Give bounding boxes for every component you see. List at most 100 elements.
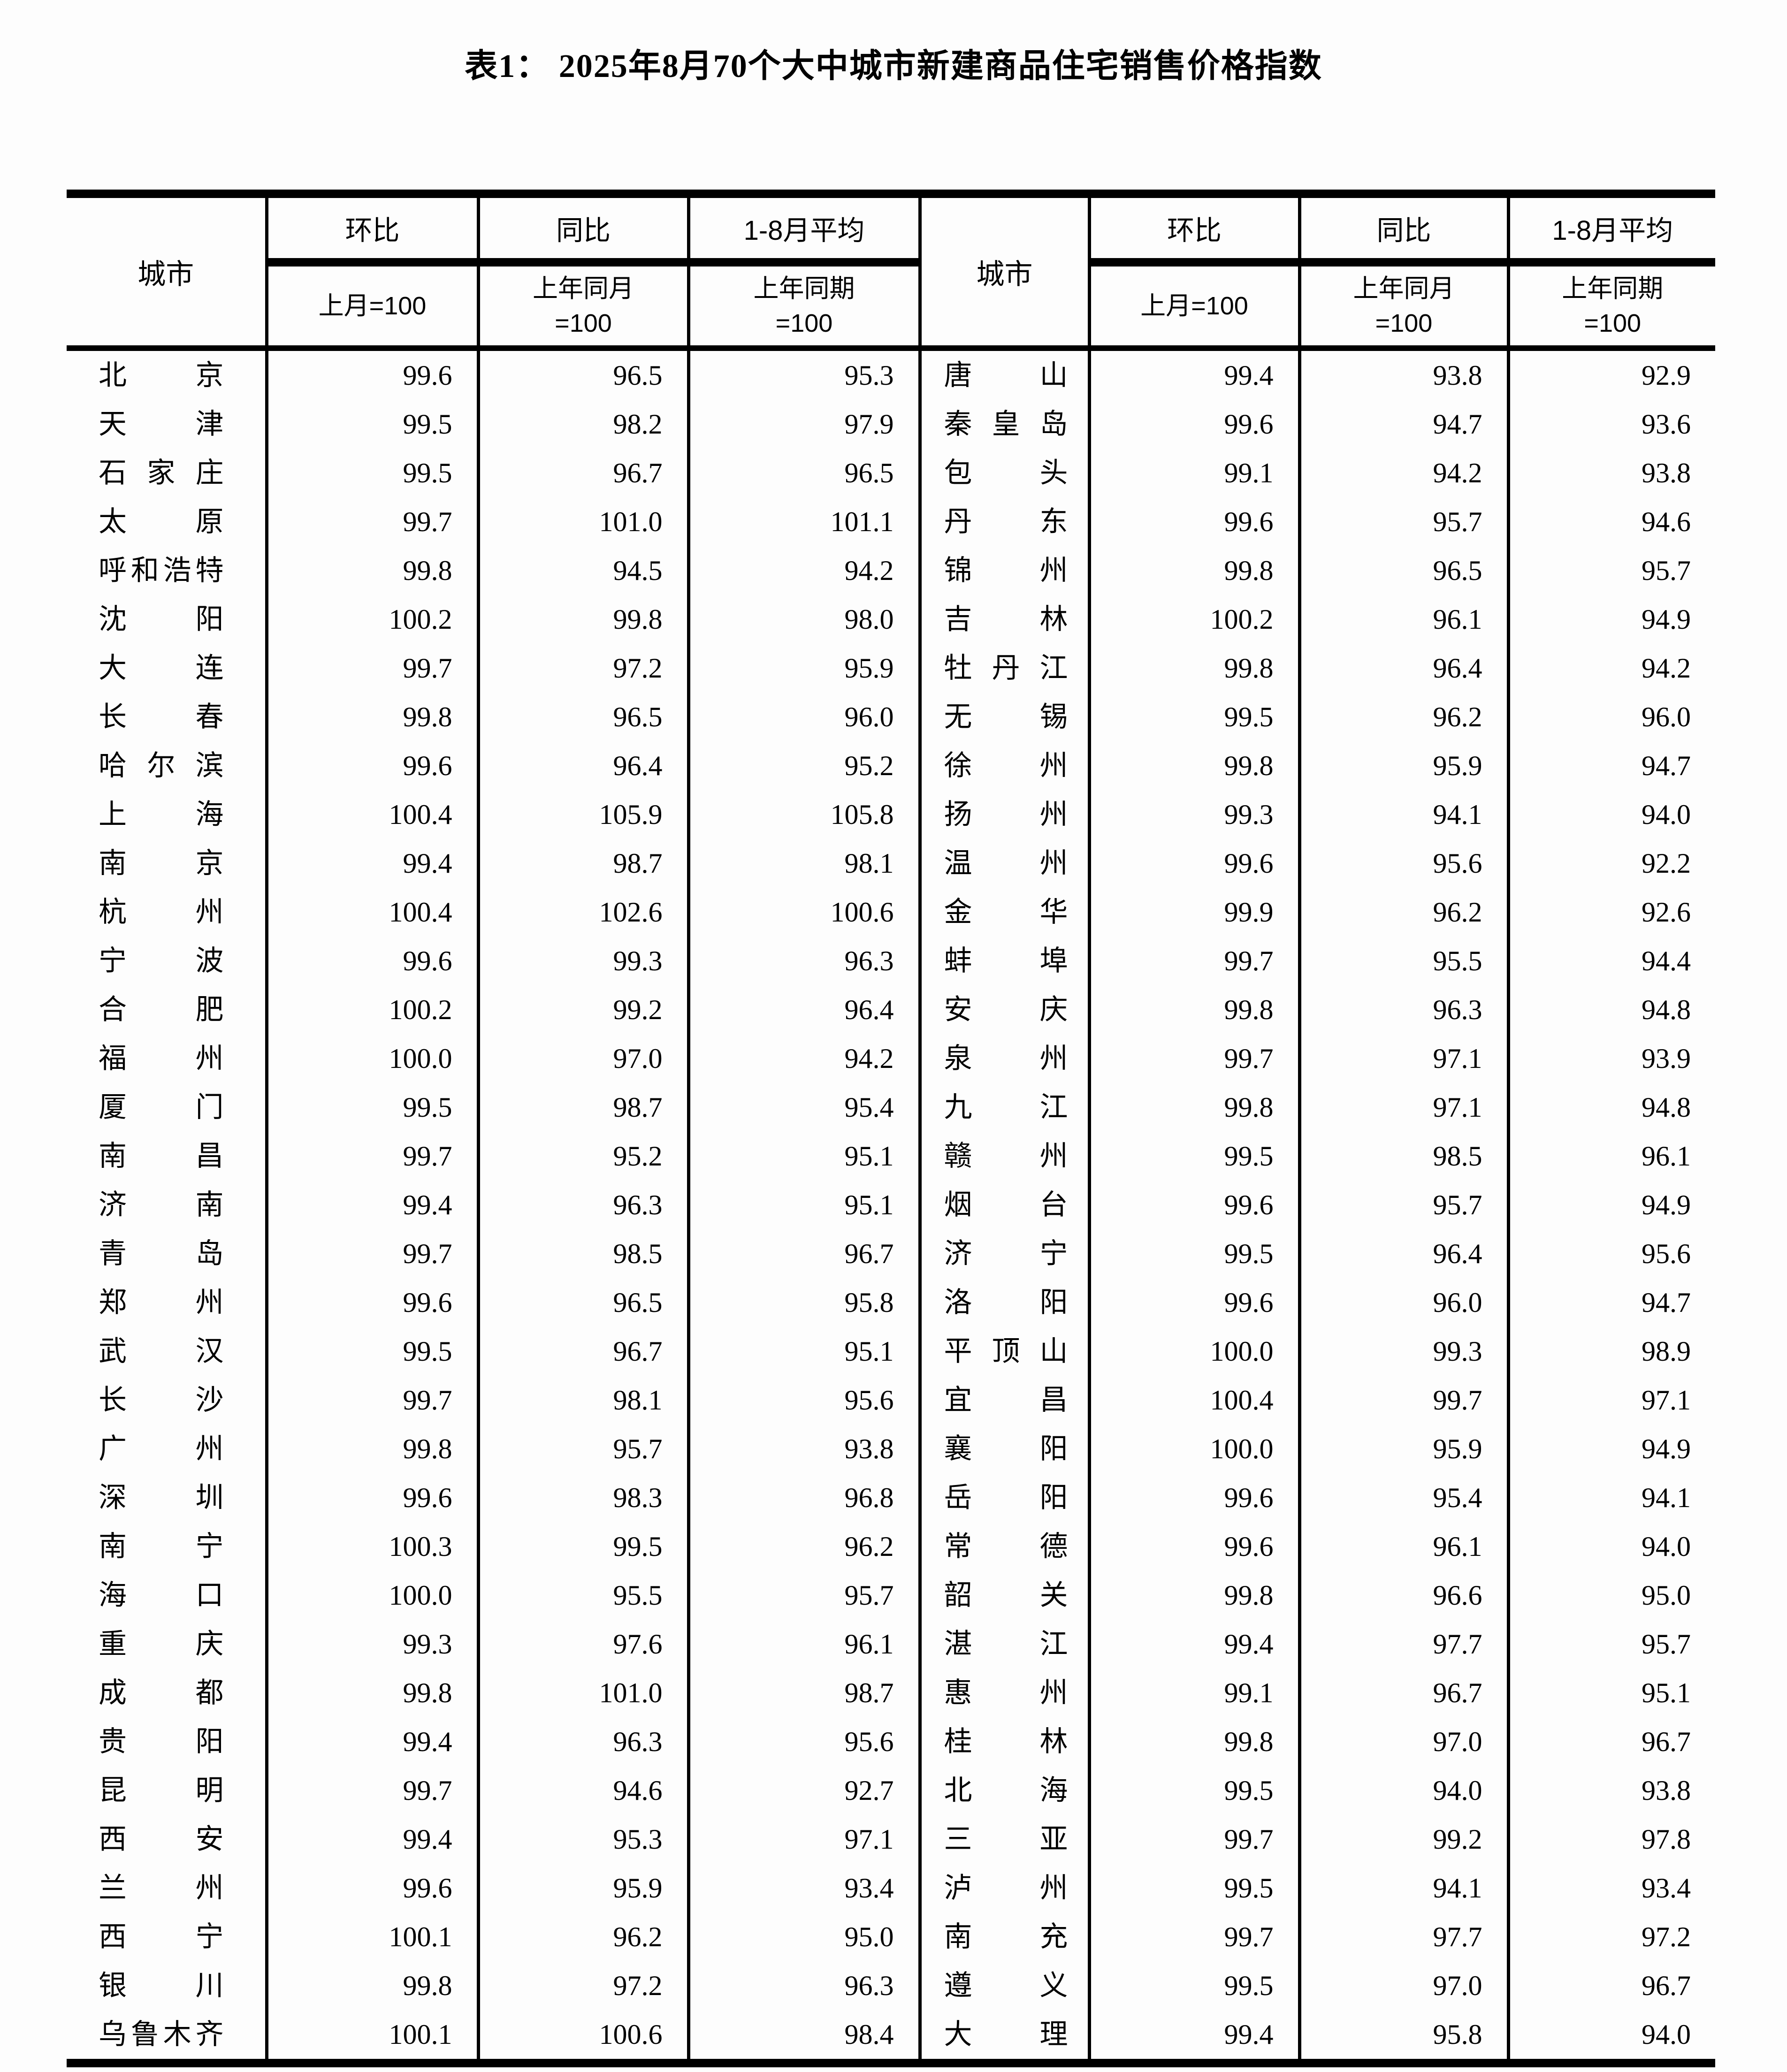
city-name: 上海 <box>99 800 224 829</box>
city-name: 南充 <box>944 1923 1068 1951</box>
mom-value: 99.4 <box>1087 348 1299 400</box>
yoy-value: 102.6 <box>476 888 688 937</box>
city-cell: 北海 <box>918 1766 1089 1815</box>
city-char: 九 <box>944 1091 972 1123</box>
city-char: 惠 <box>944 1677 972 1708</box>
city-cell: 昆明 <box>67 1766 267 1815</box>
city-cell: 银川 <box>67 1961 267 2010</box>
city-name: 洛阳 <box>944 1288 1068 1317</box>
avg-value: 95.1 <box>687 1327 920 1376</box>
mom-value: 99.6 <box>265 741 478 790</box>
yoy-value: 94.2 <box>1298 449 1508 497</box>
city-char: 蚌 <box>944 945 972 976</box>
city-char: 京 <box>195 847 224 879</box>
city-name: 石家庄 <box>99 459 224 487</box>
mom-value: 99.5 <box>1087 1766 1299 1815</box>
city-char: 埠 <box>1039 945 1068 976</box>
mom-value: 99.5 <box>1087 1132 1299 1181</box>
city-char: 山 <box>1039 359 1068 391</box>
header-mom-base-left: 上月=100 <box>265 258 478 351</box>
table-row: 太原 99.7 101.0 101.1 丹东 99.6 95.7 94.6 <box>67 497 1715 546</box>
avg-value: 95.3 <box>687 348 920 400</box>
header-yoy-group-left: 同比 <box>476 190 688 264</box>
table-header: 城市 环比 同比 1-8月平均 城市 环比 同比 1-8月平均 上月=100 上… <box>67 190 1715 351</box>
city-name: 韶关 <box>944 1581 1068 1609</box>
mom-value: 99.6 <box>265 1473 478 1522</box>
city-char: 成 <box>99 1677 127 1708</box>
avg-value: 93.9 <box>1506 1034 1715 1083</box>
city-char: 乌 <box>99 2019 127 2050</box>
city-cell: 青岛 <box>67 1229 267 1278</box>
city-cell: 三亚 <box>918 1815 1089 1864</box>
avg-value: 95.0 <box>687 1912 920 1961</box>
city-char: 泉 <box>944 1043 972 1074</box>
city-name: 北京 <box>99 361 224 389</box>
yoy-value: 97.6 <box>476 1620 688 1668</box>
city-char: 充 <box>1039 1921 1068 1952</box>
avg-value: 94.0 <box>1506 2010 1715 2067</box>
city-char: 州 <box>1039 1043 1068 1074</box>
header-base-row: 上月=100 上年同月 =100 上年同期 =100 上月=100 上年同月 =100… <box>67 258 1715 351</box>
avg-value: 97.2 <box>1506 1912 1715 1961</box>
mom-value: 99.6 <box>1087 1522 1299 1571</box>
city-char: 无 <box>944 701 972 732</box>
table-row: 厦门 99.5 98.7 95.4 九江 99.8 97.1 94.8 <box>67 1083 1715 1132</box>
city-cell: 大理 <box>918 2010 1089 2067</box>
city-char: 沈 <box>99 603 127 635</box>
city-name: 厦门 <box>99 1093 224 1121</box>
header-yoy-base-line1: 上年同月 <box>1353 274 1455 303</box>
header-avg-base-line2: =100 <box>775 309 833 337</box>
mom-value: 99.8 <box>265 693 478 741</box>
yoy-value: 95.7 <box>476 1424 688 1473</box>
mom-value: 99.5 <box>265 400 478 449</box>
city-name: 沈阳 <box>99 605 224 633</box>
table-row: 南昌 99.7 95.2 95.1 赣州 99.5 98.5 96.1 <box>67 1132 1715 1181</box>
city-cell: 西宁 <box>67 1912 267 1961</box>
table-row: 呼和浩特 99.8 94.5 94.2 锦州 99.8 96.5 95.7 <box>67 546 1715 595</box>
mom-value: 100.0 <box>1087 1424 1299 1473</box>
avg-value: 96.2 <box>687 1522 920 1571</box>
city-name: 蚌埠 <box>944 947 1068 975</box>
avg-value: 97.9 <box>687 400 920 449</box>
city-cell: 韶关 <box>918 1571 1089 1620</box>
mom-value: 100.3 <box>265 1522 478 1571</box>
table-row: 济南 99.4 96.3 95.1 烟台 99.6 95.7 94.9 <box>67 1181 1715 1229</box>
avg-value: 95.7 <box>1506 1620 1715 1668</box>
table-row: 武汉 99.5 96.7 95.1 平顶山 100.0 99.3 98.9 <box>67 1327 1715 1376</box>
city-cell: 赣州 <box>918 1132 1089 1181</box>
city-cell: 常德 <box>918 1522 1089 1571</box>
city-char: 青 <box>99 1238 127 1269</box>
city-char: 岳 <box>944 1482 972 1513</box>
avg-value: 95.7 <box>1506 546 1715 595</box>
mom-value: 99.8 <box>1087 1571 1299 1620</box>
header-avg-group-left: 1-8月平均 <box>687 190 920 264</box>
city-name: 南昌 <box>99 1142 224 1170</box>
city-char: 平 <box>944 1335 972 1367</box>
mom-value: 99.8 <box>265 1424 478 1473</box>
city-char: 天 <box>99 408 127 440</box>
avg-value: 93.8 <box>1506 449 1715 497</box>
avg-value: 96.1 <box>1506 1132 1715 1181</box>
city-cell: 襄阳 <box>918 1424 1089 1473</box>
avg-value: 95.1 <box>1506 1668 1715 1717</box>
header-avg-base-right: 上年同期 =100 <box>1506 258 1715 351</box>
city-char: 庆 <box>1039 994 1068 1025</box>
table-body: 北京 99.6 96.5 95.3 唐山 99.4 93.8 92.9 天津 99.5 98.2 97… <box>67 348 1715 2067</box>
avg-value: 97.8 <box>1506 1815 1715 1864</box>
city-char: 皇 <box>992 408 1020 440</box>
page-title: 表1： 2025年8月70个大中城市新建商品住宅销售价格指数 <box>465 48 1322 84</box>
city-cell: 呼和浩特 <box>67 546 267 595</box>
table-row: 福州 100.0 97.0 94.2 泉州 99.7 97.1 93.9 <box>67 1034 1715 1083</box>
city-char: 州 <box>195 1433 224 1464</box>
city-cell: 洛阳 <box>918 1278 1089 1327</box>
city-cell: 郑州 <box>67 1278 267 1327</box>
avg-value: 98.4 <box>687 2010 920 2067</box>
city-char: 安 <box>195 1823 224 1855</box>
yoy-value: 105.9 <box>476 790 688 839</box>
city-char: 牡 <box>944 652 972 684</box>
city-char: 杭 <box>99 896 127 928</box>
city-char: 洛 <box>944 1287 972 1318</box>
city-char: 武 <box>99 1335 127 1367</box>
yoy-value: 94.6 <box>476 1766 688 1815</box>
city-char: 济 <box>944 1238 972 1269</box>
